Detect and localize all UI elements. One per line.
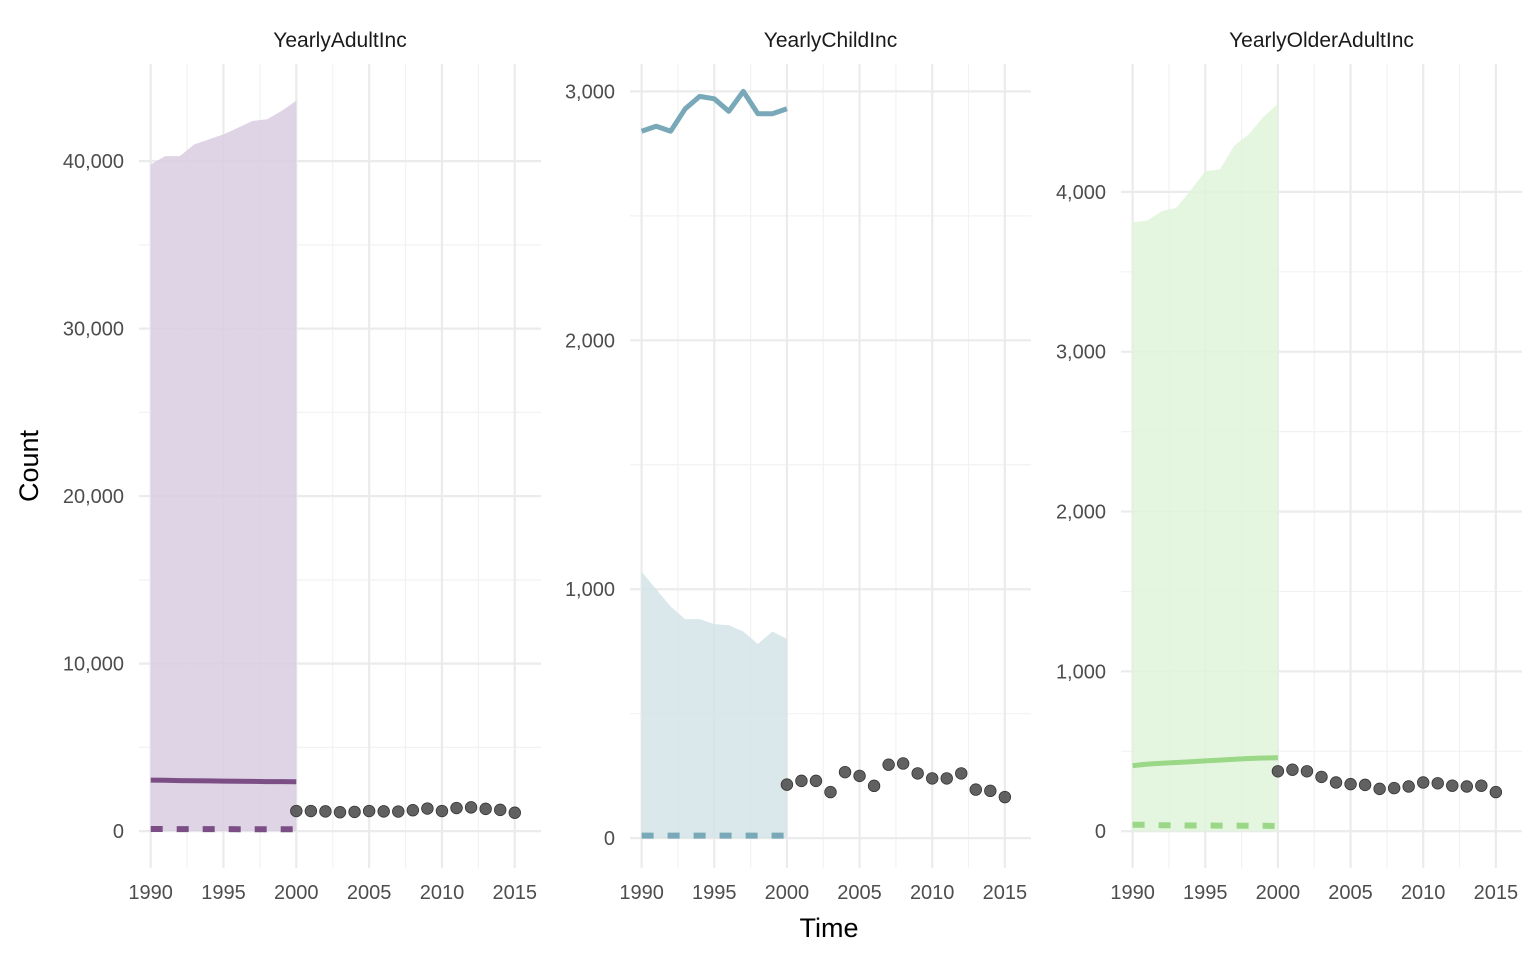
x-tick-label: 2010	[420, 882, 465, 904]
y-tick-label: 4,000	[1056, 182, 1106, 204]
x-tick-label: 2010	[1401, 882, 1446, 904]
observed-point	[436, 805, 448, 817]
facet-title: YearlyOlderAdultInc	[1229, 29, 1414, 52]
observed-point	[825, 786, 837, 798]
y-tick-label: 2,000	[565, 330, 615, 352]
x-tick-label: 1995	[692, 882, 737, 904]
observed-point	[1446, 780, 1458, 792]
observed-point	[1272, 765, 1284, 777]
y-tick-label: 10,000	[63, 654, 124, 676]
observed-point	[451, 802, 463, 814]
y-tick-label: 40,000	[63, 151, 124, 173]
observed-point	[494, 804, 506, 816]
observed-point	[305, 805, 317, 817]
observed-point	[810, 775, 822, 787]
x-tick-label: 2005	[837, 882, 882, 904]
observed-point	[334, 806, 346, 818]
x-tick-label: 2015	[983, 882, 1028, 904]
observed-point	[1432, 777, 1444, 789]
observed-point	[392, 806, 404, 818]
observed-point	[1476, 780, 1488, 792]
observed-point	[1417, 777, 1429, 789]
observed-point	[363, 805, 375, 817]
observed-point	[1359, 779, 1371, 791]
observed-point	[912, 768, 924, 780]
y-tick-label: 30,000	[63, 319, 124, 341]
observed-point	[320, 806, 332, 818]
x-tick-label: 2005	[1328, 882, 1373, 904]
facet-title: YearlyChildInc	[764, 29, 897, 52]
y-tick-label: 3,000	[565, 81, 615, 103]
x-tick-label: 1995	[1183, 882, 1228, 904]
observed-point	[1403, 781, 1415, 793]
x-tick-label: 2010	[910, 882, 955, 904]
observed-point	[955, 768, 967, 780]
x-tick-label: 1995	[201, 882, 246, 904]
y-tick-label: 1,000	[1056, 661, 1106, 683]
x-tick-label: 2000	[765, 882, 810, 904]
x-tick-label: 2015	[1474, 882, 1519, 904]
facet-title: YearlyAdultInc	[273, 29, 406, 52]
observed-point	[854, 770, 866, 782]
observed-point	[941, 773, 953, 785]
y-tick-label: 3,000	[1056, 342, 1106, 364]
x-axis-title: Time	[800, 913, 859, 943]
observed-point	[407, 804, 419, 816]
observed-point	[465, 802, 477, 814]
observed-point	[970, 784, 982, 796]
x-tick-label: 1990	[1110, 882, 1155, 904]
x-tick-label: 1990	[619, 882, 664, 904]
observed-point	[1374, 783, 1386, 795]
y-axis-title: Count	[14, 429, 44, 502]
observed-point	[509, 807, 521, 819]
x-tick-label: 1990	[128, 882, 173, 904]
observed-point	[349, 806, 361, 818]
observed-point	[985, 785, 997, 797]
observed-point	[897, 758, 909, 770]
observed-point	[1461, 781, 1473, 793]
observed-point	[422, 803, 434, 815]
confidence-band	[151, 101, 297, 831]
observed-point	[781, 779, 793, 791]
observed-point	[1490, 786, 1502, 798]
observed-point	[839, 766, 851, 778]
observed-point	[1330, 777, 1342, 789]
y-tick-label: 0	[604, 828, 615, 850]
observed-point	[291, 805, 303, 817]
observed-point	[378, 806, 390, 818]
y-tick-label: 20,000	[63, 486, 124, 508]
observed-point	[1301, 765, 1313, 777]
observed-point	[1388, 782, 1400, 794]
x-tick-label: 2005	[347, 882, 392, 904]
observed-point	[999, 791, 1011, 803]
observed-point	[1316, 771, 1328, 783]
observed-point	[883, 759, 895, 771]
observed-point	[1345, 778, 1357, 790]
x-tick-label: 2000	[1256, 882, 1301, 904]
solid-series-line	[151, 780, 297, 782]
x-tick-label: 2015	[493, 882, 538, 904]
y-tick-label: 2,000	[1056, 502, 1106, 524]
observed-point	[1287, 764, 1299, 776]
observed-point	[796, 775, 808, 787]
observed-point	[926, 773, 938, 785]
y-tick-label: 0	[113, 821, 124, 843]
x-tick-label: 2000	[274, 882, 319, 904]
y-tick-label: 1,000	[565, 579, 615, 601]
y-tick-label: 0	[1095, 821, 1106, 843]
observed-point	[480, 803, 492, 815]
observed-point	[868, 780, 880, 792]
